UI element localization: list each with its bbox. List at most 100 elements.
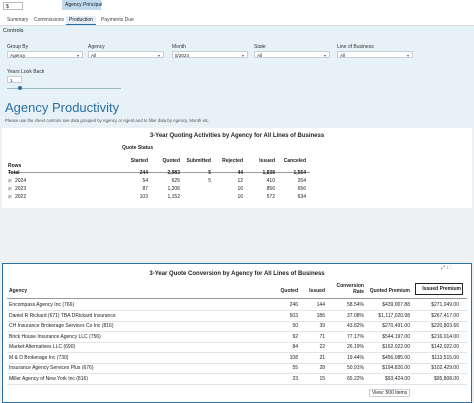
- expand-icon[interactable]: ⊞: [8, 186, 12, 191]
- cell: $162,022.00: [382, 344, 410, 350]
- cell: 87: [142, 186, 148, 192]
- column-header: Conversion Rate: [336, 283, 364, 295]
- cell: 634: [297, 194, 306, 200]
- quoting-card: 3-Year Quoting Activities by Agency for …: [2, 128, 472, 208]
- expand-icon[interactable]: ⊞: [8, 194, 12, 199]
- cell: $194,826.00: [382, 365, 410, 371]
- cell: 625: [171, 178, 180, 184]
- cell: 65.22%: [347, 375, 364, 382]
- cell: 103: [139, 194, 148, 200]
- tab-bar: [0, 12, 474, 26]
- tab[interactable]: Commissions: [34, 17, 65, 23]
- cell: 12: [237, 178, 243, 184]
- header-rule: [7, 298, 467, 299]
- cell: 71: [319, 333, 325, 340]
- header-rule: [8, 172, 310, 173]
- column-header: Issued: [309, 288, 325, 294]
- filter-dropdown[interactable]: All ▾: [254, 51, 330, 58]
- table-title: 3-Year Quoting Activities by Agency for …: [149, 133, 325, 139]
- column-header: Quoted Premium: [369, 288, 410, 294]
- filter-dropdown[interactable]: All ▾: [337, 51, 413, 58]
- filter-dropdown[interactable]: 5/2024 ▾: [172, 51, 248, 58]
- filter-label: Month: [172, 44, 186, 50]
- cell: 54: [142, 178, 148, 184]
- tab[interactable]: Production: [66, 16, 96, 25]
- cell: 50: [292, 323, 298, 329]
- cell: 55: [292, 365, 298, 371]
- cell: 144: [316, 302, 325, 308]
- slider-handle[interactable]: [18, 86, 22, 90]
- cell: 28: [319, 365, 325, 371]
- section-header: Agency Productivity Please use the sheet …: [0, 94, 474, 127]
- column-header: Rejected: [222, 158, 243, 164]
- filter-label: Group By: [7, 44, 29, 50]
- cell: 16: [237, 194, 243, 200]
- conversion-card: ⤢ ↕ ⋮ 3-Year Quote Conversion by Agency f…: [2, 263, 472, 403]
- expand-icon[interactable]: ⊞: [8, 178, 12, 183]
- cell: Market Alternatives LLC (690): [9, 344, 76, 350]
- section-description: Please use the sheet controls see data g…: [5, 118, 210, 123]
- cell: 77.17%: [347, 333, 364, 340]
- cell: $1,117,020.98: [378, 312, 410, 319]
- cell: $267,417.00: [431, 312, 459, 319]
- cell: $102,429.00: [431, 365, 459, 371]
- cell: 44: [237, 170, 243, 176]
- controls-panel: Controls Group By Agency ▾ Agency All ▾ Month 5/…: [0, 26, 474, 94]
- cell: 5: [208, 178, 211, 184]
- row-label: 2024: [15, 178, 27, 184]
- cell: 23: [292, 375, 298, 382]
- caret: ▾: [241, 53, 244, 58]
- cell: CH Insurance Brokerage Services Co Inc (…: [9, 323, 114, 329]
- cell: $113,515.00: [431, 354, 459, 361]
- cell: 39: [319, 323, 325, 329]
- cell: 656: [297, 186, 306, 192]
- filter-label: Line of Business: [337, 44, 374, 50]
- cell: 21: [319, 354, 325, 361]
- cell: 37.08%: [347, 312, 364, 319]
- controls-title: Controls: [3, 28, 24, 34]
- cell: 22: [319, 344, 325, 350]
- cell: 246: [289, 302, 298, 308]
- filter-label: Agency: [88, 44, 105, 50]
- row-rule: [7, 331, 467, 332]
- caret: ▾: [323, 53, 326, 58]
- cell: 1,838: [262, 170, 275, 176]
- cell: Insurance Agency Services Plus (676): [9, 365, 94, 371]
- toolbar[interactable]: ⤢ ↕ ⋮: [441, 265, 452, 271]
- cell: $216,014.00: [431, 333, 459, 340]
- top-bar: $ Agency Principal: [0, 0, 474, 12]
- cell: 1,554: [293, 170, 306, 176]
- row-rule: [7, 373, 467, 374]
- cell: Encompass Agency Inc (766): [9, 302, 75, 308]
- filter-dropdown[interactable]: All ▾: [88, 51, 164, 58]
- cell: 26.19%: [347, 344, 364, 350]
- cell: 19.44%: [347, 354, 364, 361]
- cell: $544,197.00: [382, 333, 410, 340]
- cell: Miller Agency of New York Inc (816): [9, 375, 88, 382]
- cell: 84: [292, 344, 298, 350]
- tab[interactable]: Summary: [7, 17, 29, 23]
- cell: $270,491.00: [382, 323, 410, 329]
- cell: $142,022.00: [431, 344, 459, 350]
- slider-input[interactable]: 1: [7, 76, 22, 83]
- cell: 1,206: [167, 186, 180, 192]
- cell: 58.54%: [347, 302, 364, 308]
- row-rule: [7, 320, 467, 322]
- dashboard-selector[interactable]: Agency Principal: [62, 0, 102, 10]
- cell: Daniel R Rickard (671) TBA DRickard Insu…: [9, 312, 116, 319]
- column-header: Quoted: [280, 288, 299, 294]
- icon-button[interactable]: $: [3, 2, 23, 10]
- column-header: Agency: [9, 288, 28, 294]
- slider-track: [7, 88, 121, 89]
- caret: ▾: [76, 53, 79, 58]
- pagination[interactable]: View: 500 items: [369, 389, 411, 397]
- column-header: Issued: [259, 158, 275, 164]
- row-rule: [7, 341, 467, 343]
- caret: ▾: [406, 53, 409, 58]
- cell: 15: [319, 375, 325, 382]
- filter-dropdown[interactable]: Agency ▾: [7, 51, 83, 58]
- row-rule: [7, 362, 467, 364]
- tab[interactable]: Payments Due: [101, 17, 134, 23]
- column-header: Quoted: [162, 158, 181, 164]
